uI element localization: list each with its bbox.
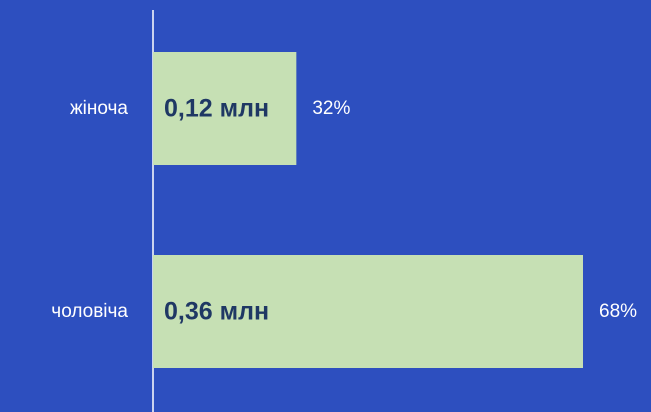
bars-group: жіноча 0,12 млн 32% чоловіча 0,36 млн 68% <box>51 52 637 368</box>
percent-label: 32% <box>312 98 350 119</box>
value-label: 0,36 млн <box>164 298 269 326</box>
bar <box>153 52 297 165</box>
category-label: жіноча <box>70 98 128 119</box>
category-label: чоловіча <box>51 301 128 322</box>
bar <box>153 255 583 368</box>
percent-label: 68% <box>599 301 637 322</box>
value-label: 0,12 млн <box>164 95 269 123</box>
